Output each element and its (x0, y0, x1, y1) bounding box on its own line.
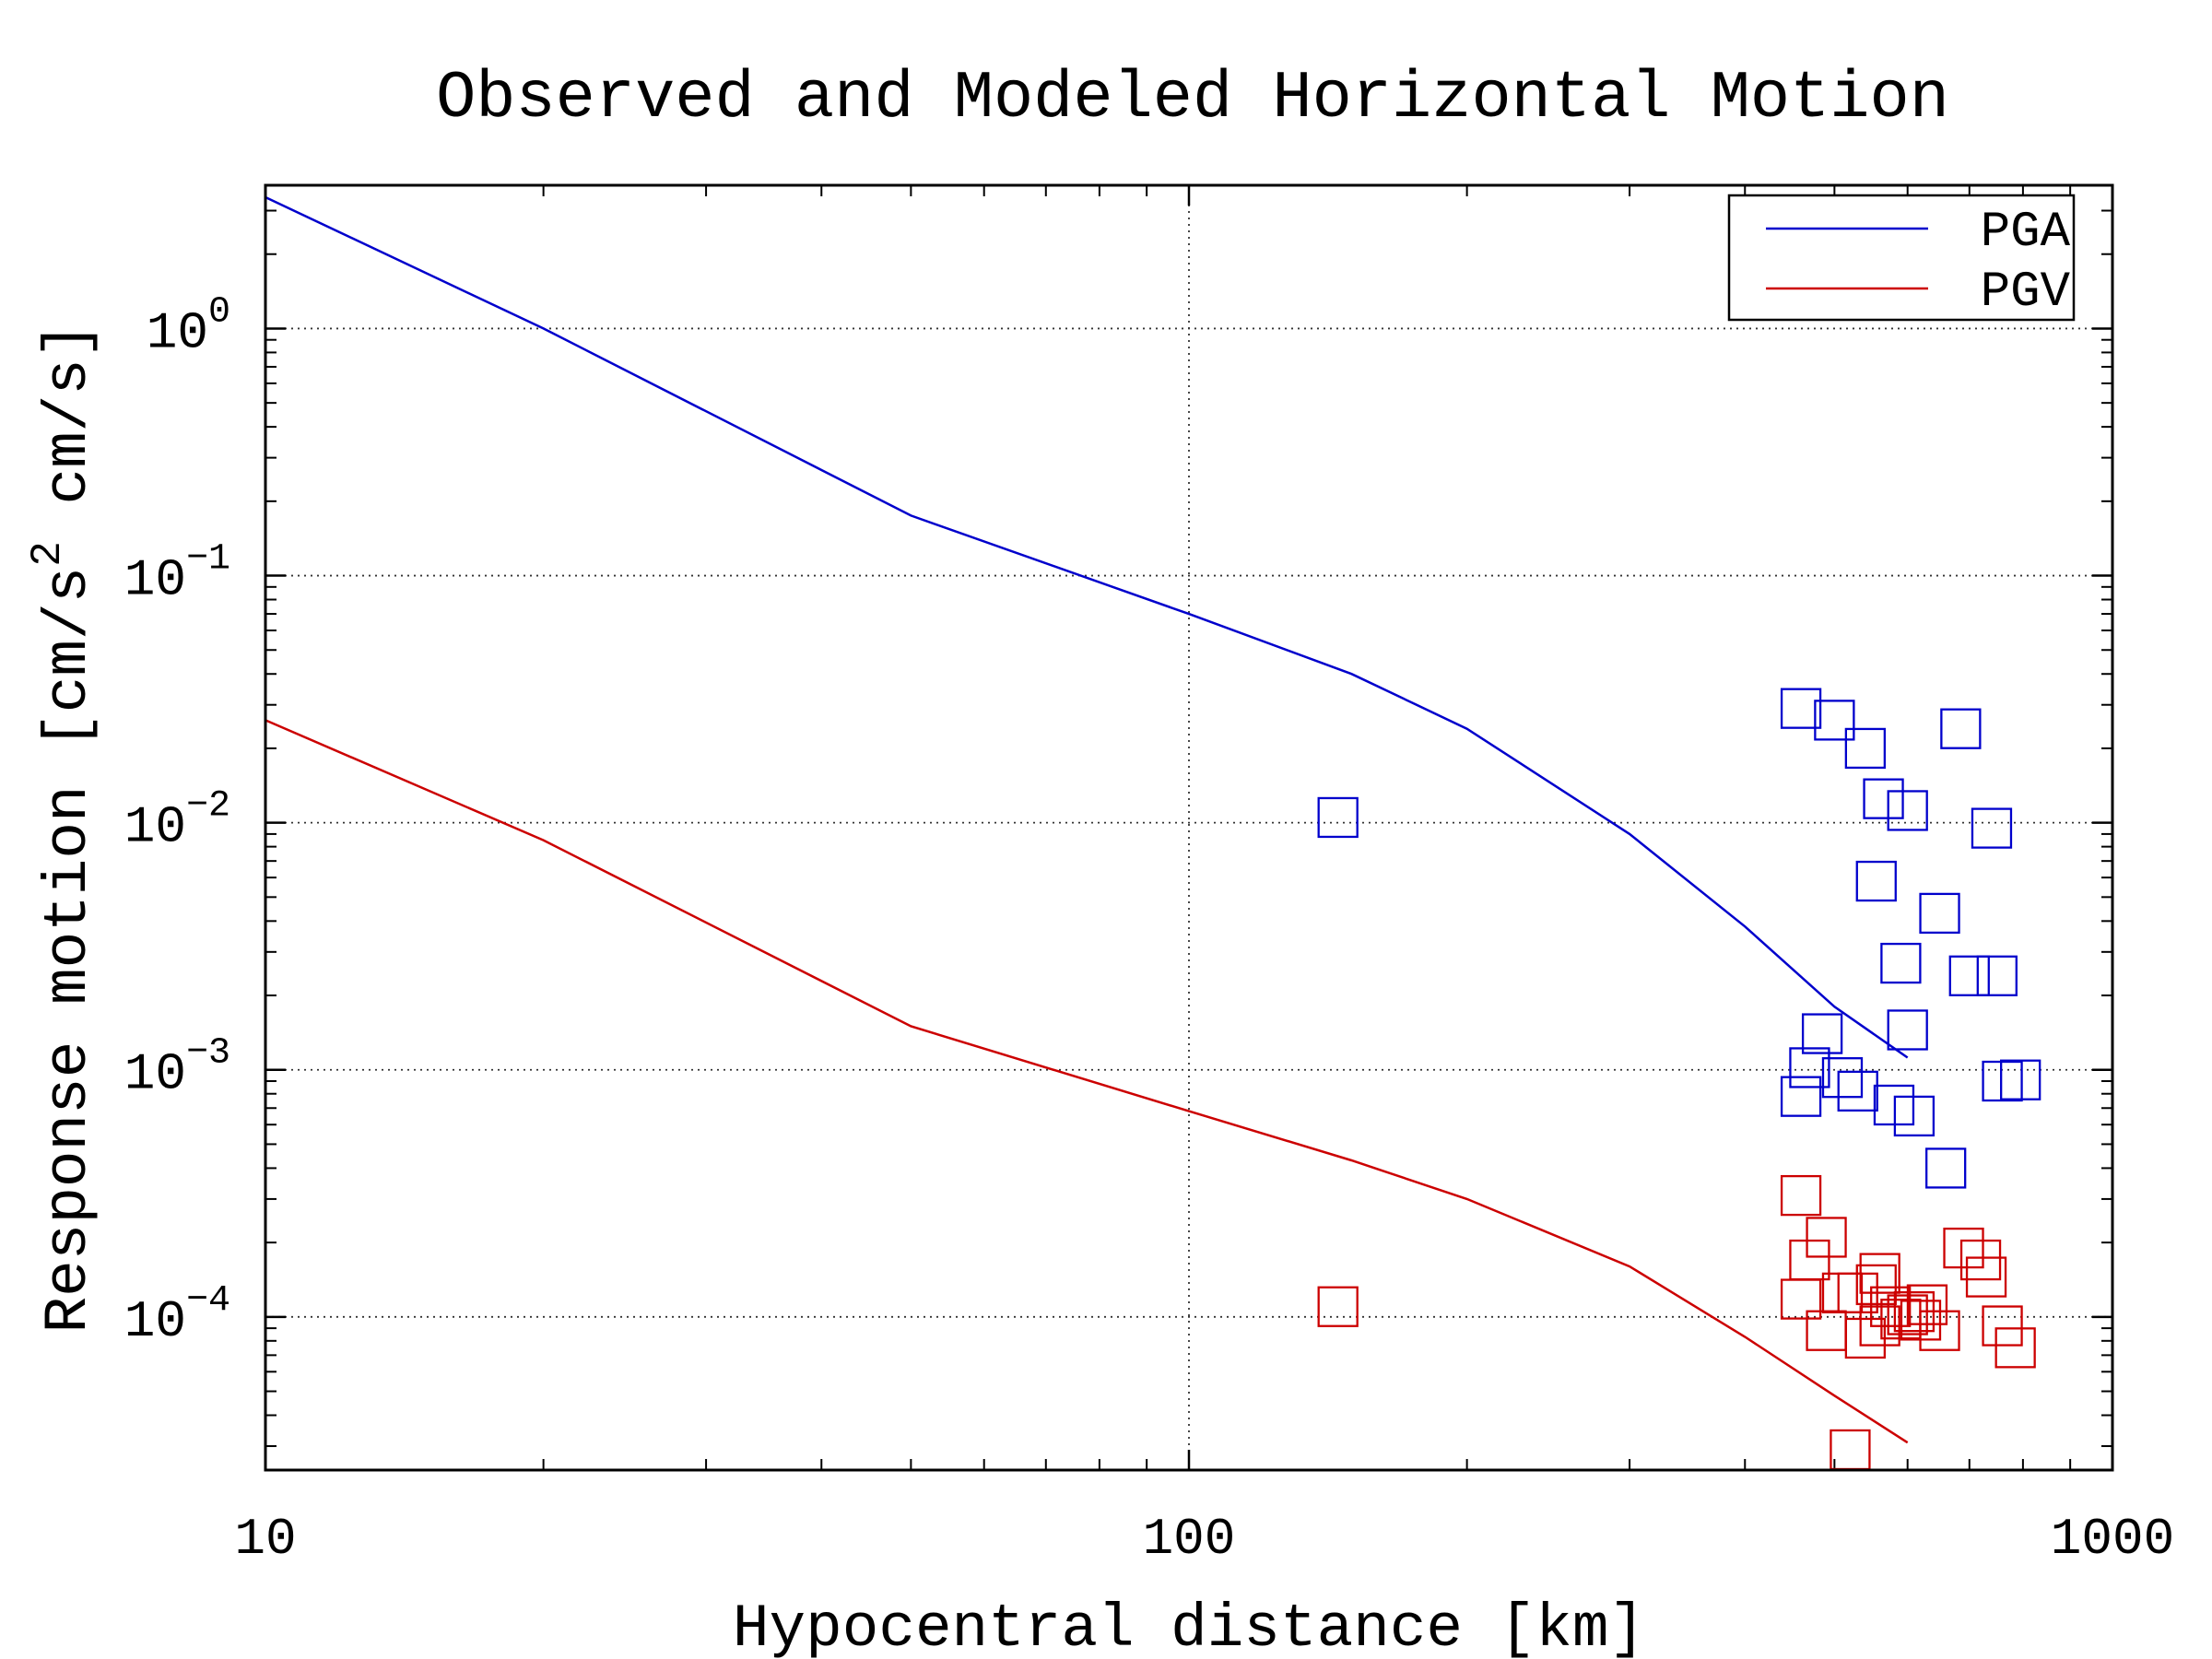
observed-point-pgv (1994, 1327, 2036, 1369)
observed-point-pga (1880, 942, 1922, 984)
y-tick-label: 100 (147, 291, 230, 362)
observed-point-pga (1887, 790, 1928, 831)
y-tick-label-base: 10 (124, 1045, 186, 1104)
observed-point-pga (1971, 807, 2013, 849)
plot-frame (264, 183, 2114, 1472)
y-tick-label-base: 10 (124, 1292, 186, 1351)
series-line-pgv (265, 719, 1909, 1444)
legend-label-pga: PGA (1981, 205, 2071, 261)
y-axis-label: Response motion [cm/s2 cm/s] (24, 323, 103, 1334)
y-tick-label-exponent: −3 (186, 1033, 230, 1075)
observed-point-pgv (1806, 1217, 1847, 1258)
observed-point-pgv (1982, 1305, 2023, 1347)
observed-point-pga (1837, 1070, 1878, 1112)
y-axis-label-part: cm/s] (34, 323, 103, 542)
y-axis-label-superscript: 2 (24, 541, 72, 567)
observed-point-pgv (1780, 1278, 1822, 1320)
series-line-pga (265, 195, 1909, 1059)
observed-point-pgv (1919, 1310, 1960, 1351)
x-tick-label: 10 (234, 1510, 296, 1569)
legend-label-pgv: PGV (1981, 265, 2071, 321)
y-tick-label: 10−1 (124, 539, 230, 610)
y-axis-label-part: Response motion [cm/s (34, 567, 103, 1334)
observed-point-pga (1821, 1057, 1864, 1099)
observed-point-pga (1919, 892, 1960, 935)
observed-point-pgv (1317, 1286, 1359, 1327)
observed-point-pga (1982, 1060, 2023, 1102)
observed-point-pga (1780, 1076, 1822, 1117)
observed-point-pgv (1830, 1429, 1871, 1471)
observed-point-pgv (1859, 1305, 1900, 1347)
observed-point-pga (1940, 708, 1982, 749)
y-tick-label-base: 10 (124, 551, 186, 610)
observed-point-pgv (1887, 1294, 1928, 1335)
observed-point-pga (1855, 860, 1897, 902)
legend-box (1727, 194, 2076, 322)
y-tick-label-base: 10 (147, 303, 208, 362)
observed-point-pga (1789, 1047, 1830, 1088)
x-tick-label: 100 (1143, 1510, 1236, 1569)
grid-lines (265, 185, 2112, 1470)
legend: PGA PGV (1727, 194, 2076, 322)
observed-point-pga (1317, 796, 1359, 839)
observed-point-pga (1948, 955, 1990, 996)
observed-point-pga (2000, 1059, 2041, 1100)
model-curves (265, 195, 1909, 1444)
observed-point-pga (1863, 778, 1904, 819)
observed-point-pgv (1780, 1174, 1822, 1217)
observed-point-pga (1893, 1095, 1936, 1137)
y-tick-label: 10−4 (124, 1280, 230, 1351)
observed-markers (1317, 688, 2041, 1471)
observed-point-pgv (1959, 1239, 2002, 1281)
y-tick-label-base: 10 (124, 798, 186, 857)
observed-point-pga (1887, 1009, 1928, 1051)
axis-ticks (264, 185, 2114, 1470)
observed-point-pgv (1943, 1227, 1984, 1269)
chart-title: Observed and Modeled Horizontal Motion (436, 61, 1949, 136)
observed-point-pgv (1844, 1317, 1887, 1359)
observed-point-pga (1780, 688, 1822, 729)
observed-point-pga (1814, 700, 1855, 741)
observed-point-pga (1801, 1013, 1843, 1054)
y-tick-label-exponent: 0 (208, 291, 230, 333)
x-tick-label: 1000 (2051, 1510, 2174, 1569)
y-tick-label: 10−2 (124, 786, 230, 857)
observed-point-pgv (1855, 1264, 1897, 1306)
y-tick-label-exponent: −1 (186, 539, 230, 581)
observed-point-pga (1844, 727, 1887, 770)
observed-point-pga (1976, 955, 2018, 996)
observed-point-pga (1925, 1147, 1967, 1189)
y-tick-label: 10−3 (124, 1033, 230, 1104)
y-tick-label-exponent: −2 (186, 786, 230, 828)
observed-point-pgv (1965, 1256, 2007, 1298)
observed-point-pgv (1821, 1272, 1864, 1314)
y-tick-label-exponent: −4 (186, 1280, 230, 1322)
x-axis-label: Hypocentral distance [km] (733, 1594, 1645, 1659)
